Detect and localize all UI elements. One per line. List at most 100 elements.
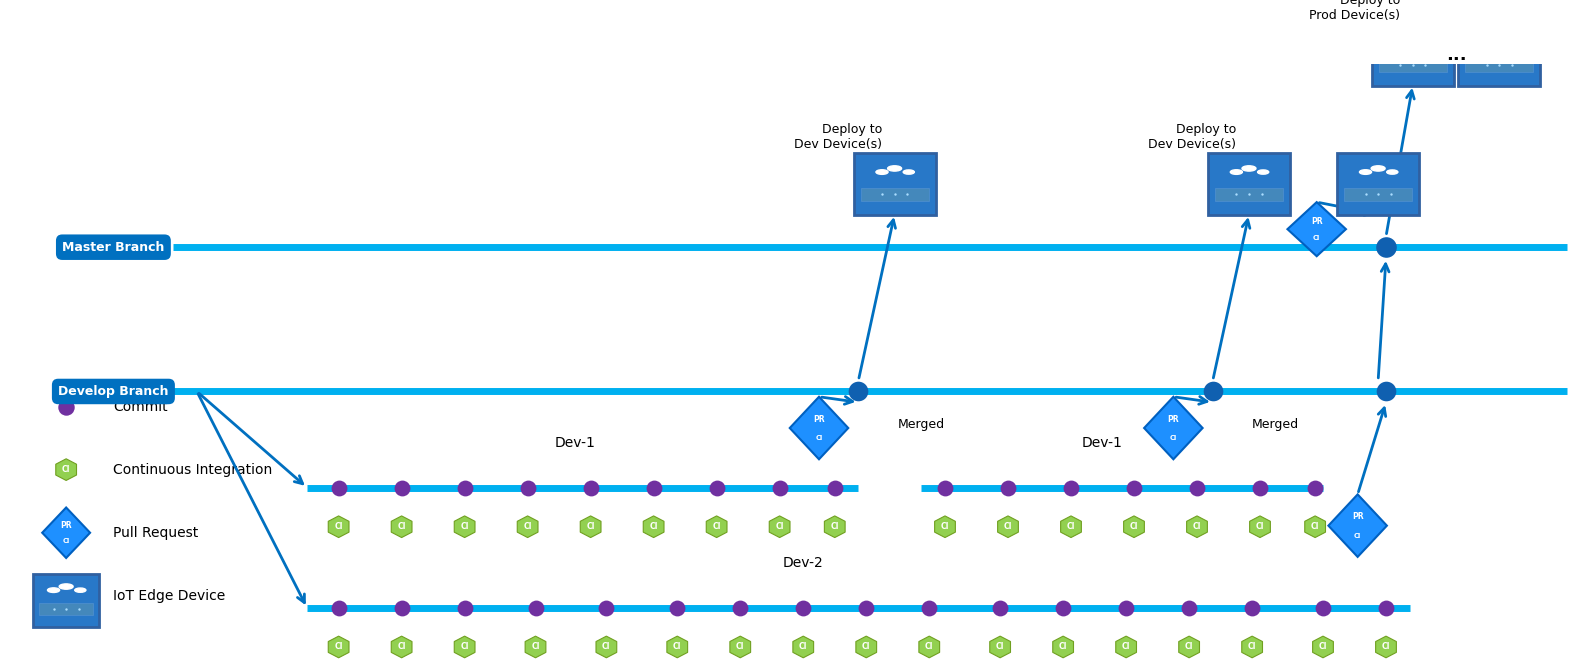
Text: CI: CI xyxy=(1247,642,1257,652)
Point xyxy=(1487,60,1512,70)
Text: Deploy to
Prod Device(s): Deploy to Prod Device(s) xyxy=(1309,0,1400,22)
Point xyxy=(389,482,414,493)
Text: CI: CI xyxy=(1192,522,1202,531)
Point xyxy=(389,602,414,613)
Polygon shape xyxy=(1312,636,1334,658)
Point xyxy=(854,602,879,613)
Point xyxy=(1366,189,1391,200)
Text: CI: CI xyxy=(1170,435,1177,441)
Point xyxy=(1114,602,1139,613)
Text: CI: CI xyxy=(1184,642,1194,652)
Text: CI: CI xyxy=(940,522,950,531)
Text: Develop Branch: Develop Branch xyxy=(58,385,169,398)
FancyBboxPatch shape xyxy=(1208,153,1290,215)
Polygon shape xyxy=(524,636,547,658)
Text: CI: CI xyxy=(799,642,808,652)
Polygon shape xyxy=(1143,397,1203,460)
Point xyxy=(41,604,66,614)
Circle shape xyxy=(1394,41,1406,45)
Text: CI: CI xyxy=(602,642,611,652)
Point xyxy=(822,482,847,493)
Point xyxy=(1184,482,1210,493)
Point xyxy=(452,482,477,493)
FancyBboxPatch shape xyxy=(1214,188,1284,201)
Text: CI: CI xyxy=(334,642,343,652)
Polygon shape xyxy=(454,516,476,537)
FancyBboxPatch shape xyxy=(1337,153,1419,215)
Circle shape xyxy=(1359,170,1372,174)
Circle shape xyxy=(876,170,888,174)
Text: CI: CI xyxy=(816,435,822,441)
FancyBboxPatch shape xyxy=(1465,59,1534,72)
Text: Dev-1: Dev-1 xyxy=(1082,436,1123,450)
Polygon shape xyxy=(989,636,1011,658)
Text: CI: CI xyxy=(925,642,934,652)
Text: CI: CI xyxy=(460,642,469,652)
Point xyxy=(932,482,958,493)
Circle shape xyxy=(47,588,60,593)
Polygon shape xyxy=(769,516,791,537)
Point xyxy=(846,386,871,397)
Point xyxy=(1388,60,1413,70)
Text: CI: CI xyxy=(1354,533,1361,539)
Polygon shape xyxy=(328,636,350,658)
Text: Dev-2: Dev-2 xyxy=(783,556,824,570)
Polygon shape xyxy=(706,516,728,537)
Text: CI: CI xyxy=(1255,522,1265,531)
Text: CI: CI xyxy=(460,522,469,531)
Circle shape xyxy=(1480,41,1493,45)
Point xyxy=(326,482,351,493)
Polygon shape xyxy=(595,636,617,658)
Text: PR: PR xyxy=(60,521,72,530)
Point xyxy=(1058,482,1084,493)
Point xyxy=(1200,386,1225,397)
Polygon shape xyxy=(1241,636,1263,658)
Text: CI: CI xyxy=(531,642,540,652)
Point xyxy=(515,482,540,493)
Text: CI: CI xyxy=(673,642,682,652)
Circle shape xyxy=(1243,166,1255,171)
Text: CI: CI xyxy=(1318,642,1328,652)
Point xyxy=(1373,602,1399,613)
Point xyxy=(1413,60,1438,70)
Text: CI: CI xyxy=(1058,642,1068,652)
Point xyxy=(1353,189,1378,200)
Polygon shape xyxy=(1249,516,1271,537)
Point xyxy=(326,602,351,613)
FancyBboxPatch shape xyxy=(1372,23,1454,86)
Point xyxy=(728,602,753,613)
Point xyxy=(66,604,91,614)
Point xyxy=(1177,602,1202,613)
Point xyxy=(704,482,729,493)
Point xyxy=(882,189,907,200)
FancyBboxPatch shape xyxy=(33,574,99,627)
Polygon shape xyxy=(1178,636,1200,658)
Polygon shape xyxy=(934,516,956,537)
Text: Commit: Commit xyxy=(113,400,169,414)
Point xyxy=(1224,189,1249,200)
FancyBboxPatch shape xyxy=(1343,188,1413,201)
Point xyxy=(1400,60,1425,70)
Text: PR: PR xyxy=(1167,415,1180,424)
Point xyxy=(917,602,942,613)
Text: CI: CI xyxy=(830,522,839,531)
Circle shape xyxy=(1257,170,1269,174)
Point xyxy=(1373,242,1399,253)
Text: CI: CI xyxy=(63,538,69,544)
Polygon shape xyxy=(517,516,539,537)
Text: PR: PR xyxy=(1310,217,1323,226)
Polygon shape xyxy=(391,636,413,658)
Text: CI: CI xyxy=(61,465,71,474)
Polygon shape xyxy=(55,459,77,480)
Polygon shape xyxy=(643,516,665,537)
FancyBboxPatch shape xyxy=(1458,23,1540,86)
Text: CI: CI xyxy=(1381,642,1391,652)
Point xyxy=(1051,602,1076,613)
Text: CI: CI xyxy=(523,522,532,531)
Point xyxy=(767,482,792,493)
Point xyxy=(1378,189,1403,200)
Polygon shape xyxy=(824,516,846,537)
Polygon shape xyxy=(997,516,1019,537)
Point xyxy=(1236,189,1262,200)
Polygon shape xyxy=(1328,494,1388,557)
